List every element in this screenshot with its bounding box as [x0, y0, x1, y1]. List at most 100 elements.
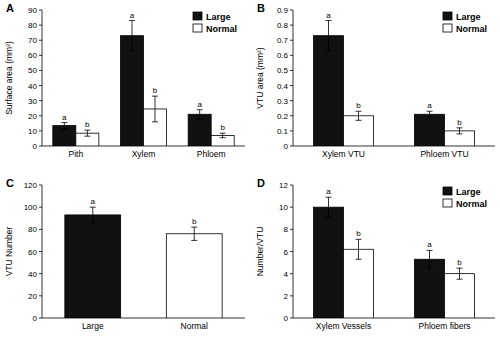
y-tick-label: 0.8 — [277, 21, 289, 30]
significance-letter: a — [62, 113, 67, 122]
error-bar — [129, 21, 135, 51]
error-cap — [326, 217, 332, 218]
y-tick — [39, 25, 42, 26]
y-tick — [290, 130, 293, 131]
y-axis — [42, 185, 43, 318]
y-tick-label: 20 — [28, 292, 37, 301]
y-tick-label: 0 — [33, 142, 38, 151]
marks — [65, 207, 222, 318]
error-cap — [152, 121, 158, 122]
y-tick-label: 120 — [24, 181, 38, 190]
error-bar — [220, 133, 226, 138]
error-bar — [457, 128, 463, 134]
y-tick — [39, 251, 42, 252]
error-line — [64, 123, 65, 129]
y-tick — [290, 40, 293, 41]
figure: ASurface area (mm²)0102030405060708090Pi… — [0, 0, 500, 343]
significance-letter: b — [356, 101, 361, 110]
error-line — [155, 96, 156, 122]
y-tick — [290, 85, 293, 86]
bar — [166, 234, 222, 318]
error-bar — [197, 110, 203, 119]
bar — [344, 116, 374, 146]
error-cap — [427, 117, 433, 118]
y-tick — [39, 229, 42, 230]
y-tick-label: 0 — [284, 314, 289, 323]
error-cap — [191, 240, 197, 241]
y-tick-label: 0.5 — [277, 66, 289, 75]
y-tick — [290, 100, 293, 101]
y-tick — [290, 70, 293, 71]
y-tick — [39, 207, 42, 208]
y-tick-label: 0.3 — [277, 97, 289, 106]
error-cap — [220, 133, 226, 134]
legend: LargeNormal — [193, 12, 237, 34]
legend-swatch — [443, 199, 452, 207]
y-axis-label: VTU area (mm²) — [255, 47, 265, 109]
y-tick — [290, 318, 293, 319]
error-bar — [356, 111, 362, 120]
y-tick-label: 0 — [33, 314, 38, 323]
significance-letter: a — [91, 197, 96, 206]
significance-letter: a — [326, 11, 331, 20]
error-line — [459, 268, 460, 279]
y-tick — [290, 229, 293, 230]
x-tick-label: Pith — [69, 149, 84, 159]
y-tick-label: 50 — [28, 66, 37, 75]
y-tick-label: 70 — [28, 36, 37, 45]
y-tick-label: 8 — [284, 225, 289, 234]
y-tick — [290, 295, 293, 296]
y-tick — [39, 146, 42, 147]
error-cap — [356, 239, 362, 240]
error-line — [328, 21, 329, 51]
y-tick — [39, 185, 42, 186]
error-cap — [457, 268, 463, 269]
significance-letter: b — [457, 118, 462, 127]
y-tick-label: 0.1 — [277, 127, 289, 136]
error-line — [429, 111, 430, 117]
error-cap — [197, 118, 203, 119]
error-bar — [356, 239, 362, 259]
y-tick — [290, 146, 293, 147]
error-cap — [326, 50, 332, 51]
y-tick — [39, 115, 42, 116]
x-tick-label: Xylem — [132, 149, 156, 159]
error-line — [87, 130, 88, 136]
error-cap — [427, 111, 433, 112]
x-tick-label: Normal — [181, 321, 209, 331]
x-tick-label: Phloem fibers — [419, 321, 471, 331]
significance-letter: a — [197, 100, 202, 109]
error-bar — [457, 268, 463, 279]
error-cap — [427, 268, 433, 269]
y-tick-label: 60 — [28, 248, 37, 257]
error-bar — [326, 197, 332, 217]
significance-letter: b — [220, 123, 225, 132]
error-bar — [191, 227, 197, 240]
error-cap — [356, 111, 362, 112]
error-cap — [90, 222, 96, 223]
error-cap — [326, 20, 332, 21]
error-cap — [61, 128, 67, 129]
y-tick — [39, 40, 42, 41]
significance-letter: a — [130, 11, 135, 20]
legend: LargeNormal — [443, 12, 487, 34]
bar — [314, 207, 344, 318]
bar — [188, 114, 211, 146]
panel-label: B — [257, 2, 265, 14]
y-tick — [290, 25, 293, 26]
legend-label: Large — [456, 12, 481, 22]
y-tick-label: 0.4 — [277, 82, 289, 91]
y-tick — [290, 115, 293, 116]
error-bar — [84, 130, 90, 136]
error-cap — [197, 109, 203, 110]
y-tick-label: 4 — [284, 270, 289, 279]
error-line — [131, 21, 132, 51]
error-cap — [152, 96, 158, 97]
y-tick — [39, 273, 42, 274]
legend-label: Large — [456, 187, 481, 197]
legend-label: Normal — [206, 24, 237, 34]
y-axis — [293, 10, 294, 146]
legend-swatch — [443, 12, 452, 20]
y-tick — [39, 85, 42, 86]
y-tick-label: 60 — [28, 51, 37, 60]
